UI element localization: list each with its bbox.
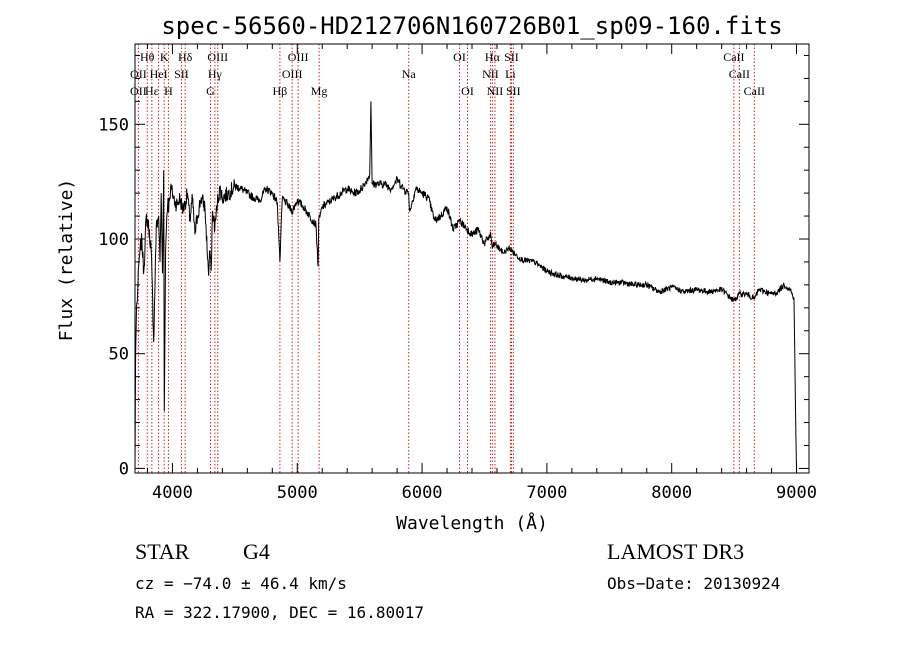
line-label: Hγ xyxy=(208,67,223,81)
line-label: OI xyxy=(461,84,474,98)
y-axis-label: Flux (relative) xyxy=(56,179,77,342)
line-label: OIII xyxy=(288,50,309,64)
x-tick-label: 5000 xyxy=(277,483,318,503)
line-marker-group xyxy=(137,44,755,473)
y-tick-label: 0 xyxy=(119,459,129,479)
line-label: Na xyxy=(402,67,417,81)
plot-frame xyxy=(134,43,810,474)
line-label: NII xyxy=(482,67,499,81)
x-axis-label: Wavelength (Å) xyxy=(396,512,548,534)
line-label: G xyxy=(206,84,215,98)
line-label: SII xyxy=(506,84,521,98)
survey-name: LAMOST DR3 xyxy=(607,539,745,564)
line-label: Hα xyxy=(485,50,501,64)
line-label: OI xyxy=(453,50,466,64)
x-tick-label: 9000 xyxy=(776,483,817,503)
line-label: CaII xyxy=(744,84,765,98)
line-label: CaII xyxy=(729,67,750,81)
y-tick-label: 150 xyxy=(98,115,129,135)
observation-date: Obs−Date: 20130924 xyxy=(607,574,781,593)
line-label: Mg xyxy=(311,84,328,98)
redshift-velocity: cz = −74.0 ± 46.4 km/s xyxy=(135,574,347,593)
ra-dec-coordinates: RA = 322.17900, DEC = 16.80017 xyxy=(135,603,424,622)
x-tick-label: 8000 xyxy=(651,483,692,503)
line-label: Hβ xyxy=(273,84,288,98)
x-tick-label: 6000 xyxy=(402,483,443,503)
line-label: CaII xyxy=(723,50,744,64)
line-label: Hδ xyxy=(178,50,193,64)
line-label: NII xyxy=(487,84,504,98)
line-label: K xyxy=(160,50,169,64)
line-label: HeI xyxy=(150,67,168,81)
y-tick-label: 100 xyxy=(98,230,129,250)
flux-series-line xyxy=(134,101,797,469)
chart-title: spec-56560-HD212706N160726B01_sp09-160.f… xyxy=(161,12,782,40)
spectral-subclass: G4 xyxy=(243,539,270,564)
line-label: Li xyxy=(505,67,516,81)
x-tick-label: 4000 xyxy=(152,483,193,503)
axis-ticks: 4000 5000 6000 7000 8000 9000 0 50 100 150 xyxy=(98,44,817,503)
line-label: OII xyxy=(130,84,147,98)
line-label: OII xyxy=(130,67,147,81)
line-label: SII xyxy=(504,50,519,64)
line-label: Hε xyxy=(145,84,159,98)
x-tick-label: 7000 xyxy=(526,483,567,503)
y-tick-label: 50 xyxy=(109,345,129,365)
line-label: Hθ xyxy=(140,50,155,64)
line-label: OIII xyxy=(282,67,303,81)
object-class: STAR xyxy=(135,539,190,564)
line-label: H xyxy=(164,84,173,98)
line-label: SII xyxy=(174,67,189,81)
line-label: OIII xyxy=(207,50,228,64)
